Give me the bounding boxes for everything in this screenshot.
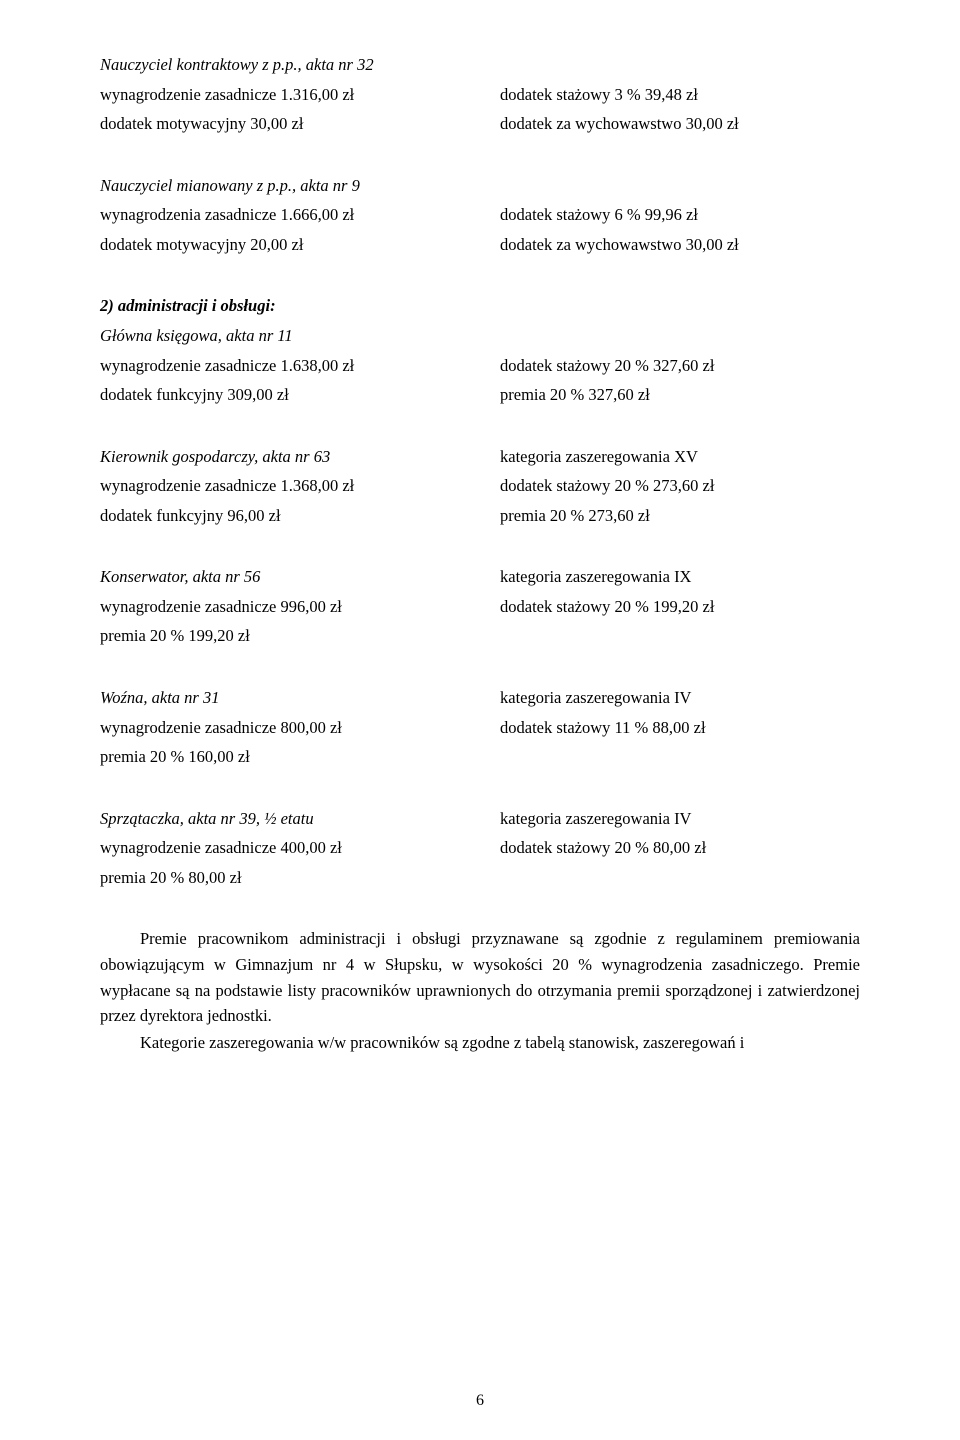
cell-right: dodatek stażowy 20 % 273,60 zł xyxy=(460,473,860,499)
cell-right: dodatek stażowy 3 % 39,48 zł xyxy=(460,82,860,108)
data-row: dodatek funkcyjny 96,00 zł premia 20 % 2… xyxy=(100,503,860,529)
cell-left: dodatek motywacyjny 30,00 zł xyxy=(100,111,460,137)
section-konserwator: Konserwator, akta nr 56 kategoria zaszer… xyxy=(100,564,860,649)
section-kierownik-gospodarczy: Kierownik gospodarczy, akta nr 63 katego… xyxy=(100,444,860,529)
section-sprzataczka: Sprzątaczka, akta nr 39, ½ etatu kategor… xyxy=(100,806,860,891)
cell-right: dodatek stażowy 6 % 99,96 zł xyxy=(460,202,860,228)
data-row: wynagrodzenie zasadnicze 996,00 zł dodat… xyxy=(100,594,860,620)
data-row: dodatek funkcyjny 309,00 zł premia 20 % … xyxy=(100,382,860,408)
cell-left: premia 20 % 199,20 zł xyxy=(100,623,460,649)
cell-right: dodatek stażowy 20 % 199,20 zł xyxy=(460,594,860,620)
category-label: kategoria zaszeregowania IV xyxy=(460,685,860,711)
cell-left: wynagrodzenie zasadnicze 1.638,00 zł xyxy=(100,353,460,379)
cell-right: dodatek stażowy 20 % 80,00 zł xyxy=(460,835,860,861)
cell-right: dodatek za wychowawstwo 30,00 zł xyxy=(460,232,860,258)
category-label: kategoria zaszeregowania IX xyxy=(460,564,860,590)
header-row: Kierownik gospodarczy, akta nr 63 katego… xyxy=(100,444,860,470)
page-number: 6 xyxy=(476,1392,484,1410)
cell-left: wynagrodzenia zasadnicze 1.666,00 zł xyxy=(100,202,460,228)
section-nauczyciel-mianowany: Nauczyciel mianowany z p.p., akta nr 9 w… xyxy=(100,173,860,258)
data-row: premia 20 % 80,00 zł xyxy=(100,865,860,891)
data-row: dodatek motywacyjny 30,00 zł dodatek za … xyxy=(100,111,860,137)
section-header: Kierownik gospodarczy, akta nr 63 xyxy=(100,444,460,470)
cell-right: premia 20 % 273,60 zł xyxy=(460,503,860,529)
section-administracji-obslugi: 2) administracji i obsługi: Główna księg… xyxy=(100,293,860,407)
cell-left: wynagrodzenie zasadnicze 1.368,00 zł xyxy=(100,473,460,499)
data-row: wynagrodzenie zasadnicze 1.316,00 zł dod… xyxy=(100,82,860,108)
section-nauczyciel-kontraktowy: Nauczyciel kontraktowy z p.p., akta nr 3… xyxy=(100,52,860,137)
paragraph-1: Premie pracownikom administracji i obsłu… xyxy=(100,926,860,1028)
cell-left: dodatek funkcyjny 309,00 zł xyxy=(100,382,460,408)
header-row: Sprzątaczka, akta nr 39, ½ etatu kategor… xyxy=(100,806,860,832)
section-header: Woźna, akta nr 31 xyxy=(100,685,460,711)
paragraph-2: Kategorie zaszeregowania w/w pracowników… xyxy=(100,1030,860,1056)
cell-right: dodatek stażowy 20 % 327,60 zł xyxy=(460,353,860,379)
data-row: dodatek motywacyjny 20,00 zł dodatek za … xyxy=(100,232,860,258)
header-row: Konserwator, akta nr 56 kategoria zaszer… xyxy=(100,564,860,590)
category-label: kategoria zaszeregowania XV xyxy=(460,444,860,470)
section-subheader: Główna księgowa, akta nr 11 xyxy=(100,323,860,349)
page: Nauczyciel kontraktowy z p.p., akta nr 3… xyxy=(0,0,960,1440)
section-header: Konserwator, akta nr 56 xyxy=(100,564,460,590)
cell-left: wynagrodzenie zasadnicze 800,00 zł xyxy=(100,715,460,741)
data-row: premia 20 % 160,00 zł xyxy=(100,744,860,770)
cell-left: premia 20 % 160,00 zł xyxy=(100,744,460,770)
cell-left: premia 20 % 80,00 zł xyxy=(100,865,460,891)
cell-left: wynagrodzenie zasadnicze 996,00 zł xyxy=(100,594,460,620)
data-row: wynagrodzenia zasadnicze 1.666,00 zł dod… xyxy=(100,202,860,228)
section-header: Nauczyciel kontraktowy z p.p., akta nr 3… xyxy=(100,52,860,78)
section-wozna: Woźna, akta nr 31 kategoria zaszeregowan… xyxy=(100,685,860,770)
section-header: Nauczyciel mianowany z p.p., akta nr 9 xyxy=(100,173,860,199)
cell-left: wynagrodzenie zasadnicze 1.316,00 zł xyxy=(100,82,460,108)
cell-left: dodatek funkcyjny 96,00 zł xyxy=(100,503,460,529)
category-label: kategoria zaszeregowania IV xyxy=(460,806,860,832)
cell-right: dodatek za wychowawstwo 30,00 zł xyxy=(460,111,860,137)
data-row: wynagrodzenie zasadnicze 400,00 zł dodat… xyxy=(100,835,860,861)
section-title: 2) administracji i obsługi: xyxy=(100,293,860,319)
data-row: premia 20 % 199,20 zł xyxy=(100,623,860,649)
cell-left: dodatek motywacyjny 20,00 zł xyxy=(100,232,460,258)
data-row: wynagrodzenie zasadnicze 1.638,00 zł dod… xyxy=(100,353,860,379)
data-row: wynagrodzenie zasadnicze 800,00 zł dodat… xyxy=(100,715,860,741)
cell-right: premia 20 % 327,60 zł xyxy=(460,382,860,408)
header-row: Woźna, akta nr 31 kategoria zaszeregowan… xyxy=(100,685,860,711)
cell-left: wynagrodzenie zasadnicze 400,00 zł xyxy=(100,835,460,861)
data-row: wynagrodzenie zasadnicze 1.368,00 zł dod… xyxy=(100,473,860,499)
section-header: Sprzątaczka, akta nr 39, ½ etatu xyxy=(100,806,460,832)
body-paragraphs: Premie pracownikom administracji i obsłu… xyxy=(100,926,860,1055)
cell-right: dodatek stażowy 11 % 88,00 zł xyxy=(460,715,860,741)
